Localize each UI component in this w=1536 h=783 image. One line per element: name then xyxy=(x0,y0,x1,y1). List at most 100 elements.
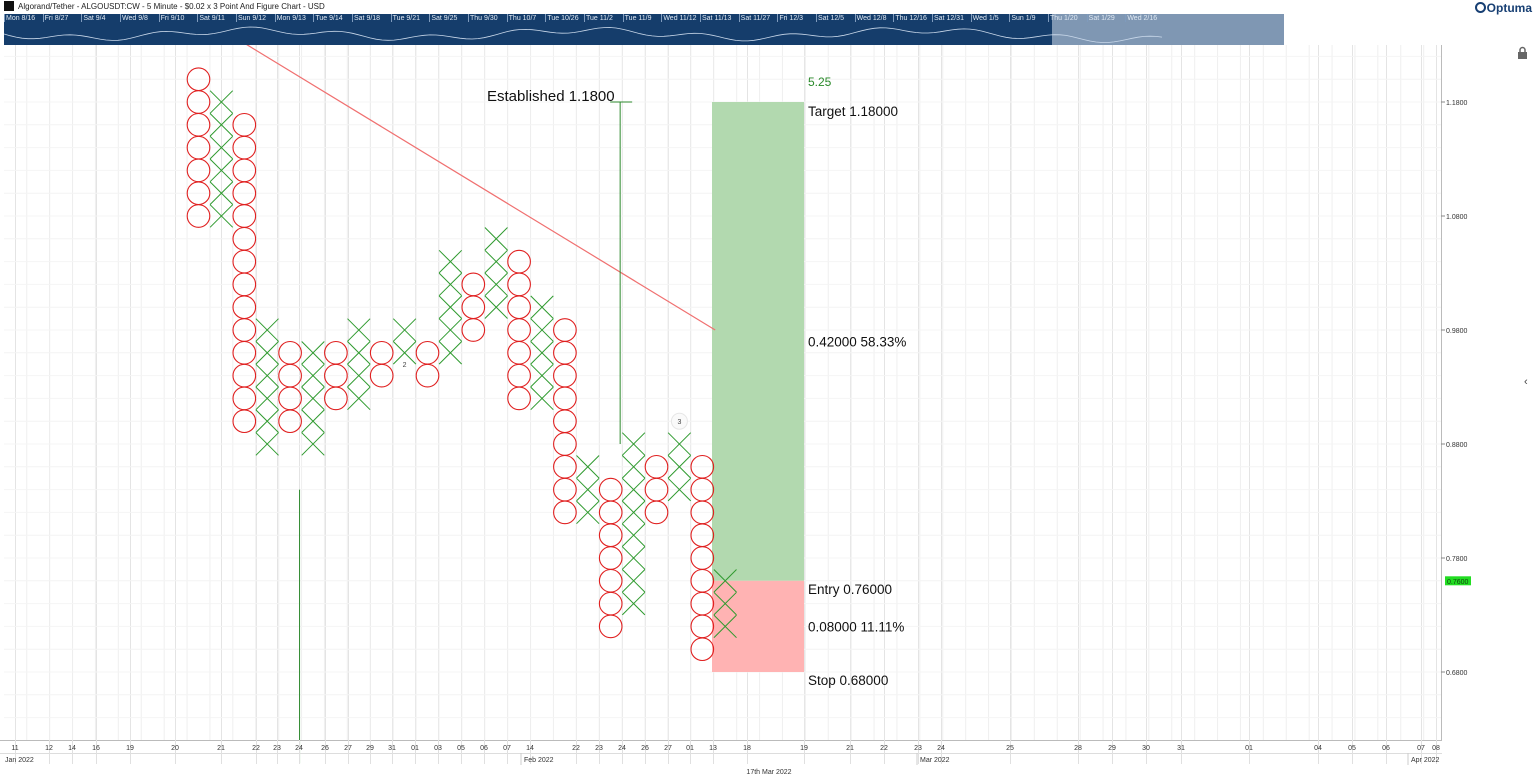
x-tick-label: 07 xyxy=(1417,745,1425,752)
x-tick-label: 01 xyxy=(686,745,694,752)
x-tick-label: 24 xyxy=(937,745,945,752)
navigator-tick xyxy=(1009,14,1011,22)
count-label: 2 xyxy=(403,362,407,369)
date-navigator[interactable]: Mon 8/16 Fri 8/27 Sat 9/4 Wed 9/8 Fri 9/10 Sa… xyxy=(4,14,1284,45)
x-box xyxy=(347,341,371,365)
navigator-tick xyxy=(584,14,585,22)
navigator-label: Tue 9/14 xyxy=(315,15,343,22)
x-tick-label: 14 xyxy=(526,745,534,752)
app-icon[interactable] xyxy=(4,1,14,11)
x-box xyxy=(484,295,508,319)
navigator-tick xyxy=(4,14,5,22)
x-box xyxy=(301,341,325,365)
x-tick-label: 28 xyxy=(1074,745,1082,752)
navigator-tick xyxy=(661,14,663,22)
x-box xyxy=(255,363,279,388)
entry-label: Entry 0.76000 xyxy=(808,582,892,597)
o-box xyxy=(278,340,302,365)
navigator-tick xyxy=(622,14,624,22)
navigator-label: Fri 9/10 xyxy=(160,15,185,22)
navigator-label: Sat 12/5 xyxy=(818,15,845,22)
o-box xyxy=(186,67,211,92)
x-box xyxy=(530,295,554,319)
x-tick-label: 01 xyxy=(1245,745,1253,752)
o-box xyxy=(232,112,257,137)
navigator-tick xyxy=(42,14,44,22)
x-box xyxy=(255,409,279,433)
x-box xyxy=(301,432,325,456)
x-box xyxy=(255,318,279,342)
last-price-label: 0.7600 xyxy=(1447,579,1469,586)
navigator-tick xyxy=(932,14,933,22)
x-tick-label: 19 xyxy=(126,745,134,752)
navigator-window[interactable] xyxy=(1052,14,1284,45)
logo-text: Optuma xyxy=(1486,1,1532,15)
o-box xyxy=(461,272,486,297)
o-box xyxy=(324,340,348,365)
navigator-tick xyxy=(274,14,276,22)
x-box xyxy=(484,227,508,251)
x-box xyxy=(576,500,600,525)
navigator-label: Tue 10/26 xyxy=(547,15,579,22)
navigator-tick xyxy=(777,14,779,22)
x-box xyxy=(713,591,737,616)
stop-label: Stop 0.68000 xyxy=(808,673,888,688)
x-box xyxy=(301,409,325,433)
reward-label: 0.42000 58.33% xyxy=(808,334,906,349)
count-label-bubble xyxy=(670,412,688,430)
o-box xyxy=(415,340,440,365)
navigator-label: Mon 8/16 xyxy=(6,15,36,22)
navigator-tick xyxy=(1048,14,1049,22)
x-tick-label: 07 xyxy=(503,745,511,752)
x-box xyxy=(209,204,234,228)
x-box xyxy=(255,386,279,411)
navigator-label: Sun 1/9 xyxy=(1011,15,1036,22)
x-month-label: Jan 2022 xyxy=(5,757,34,764)
x-tick-label: 31 xyxy=(1177,745,1185,752)
x-box xyxy=(621,546,646,570)
x-box xyxy=(255,432,279,456)
x-box xyxy=(438,341,463,365)
navigator-tick xyxy=(893,14,895,22)
y-tick-label: 0.7800 xyxy=(1446,556,1468,563)
x-box xyxy=(621,455,646,479)
last-price-marker xyxy=(1445,576,1471,586)
navigator-label: Thu 9/30 xyxy=(470,15,498,22)
x-box xyxy=(621,591,646,616)
navigator-tick xyxy=(120,14,121,22)
x-tick-label: 12 xyxy=(45,745,53,752)
chevron-left-icon[interactable]: ‹ xyxy=(1524,376,1528,388)
x-tick-label: 27 xyxy=(344,745,352,752)
y-tick-label: 1.0800 xyxy=(1446,214,1468,221)
x-box xyxy=(347,318,371,342)
navigator-label: Fri 12/3 xyxy=(779,15,804,22)
navigator-label: Sat 11/27 xyxy=(740,15,771,22)
navigator-label: Sat 1/29 xyxy=(1088,15,1115,22)
navigator-tick xyxy=(854,14,856,22)
x-box xyxy=(530,363,554,388)
navigator-tick xyxy=(390,14,392,22)
o-box xyxy=(690,454,715,479)
navigator-tick xyxy=(313,14,315,22)
count-value-label: 5.25 xyxy=(808,75,832,89)
target-zone xyxy=(712,102,804,581)
navigator-tick xyxy=(506,14,508,22)
x-tick-label: 14 xyxy=(68,745,76,752)
x-tick-label: 08 xyxy=(1432,745,1440,752)
navigator-tick xyxy=(970,14,972,22)
stop-zone xyxy=(712,580,804,672)
x-box xyxy=(576,477,600,502)
x-tick-label: 13 xyxy=(709,745,717,752)
x-month-label: Mar 2022 xyxy=(920,757,950,764)
lock-icon[interactable] xyxy=(1516,46,1529,60)
navigator-tick xyxy=(236,14,237,22)
navigator-tick xyxy=(738,14,740,22)
o-box xyxy=(507,249,531,274)
x-tick-label: 29 xyxy=(366,745,374,752)
navigator-tick xyxy=(81,14,83,22)
o-box xyxy=(598,477,623,502)
x-box xyxy=(713,569,737,593)
x-tick-label: 31 xyxy=(388,745,396,752)
x-box xyxy=(301,386,325,411)
